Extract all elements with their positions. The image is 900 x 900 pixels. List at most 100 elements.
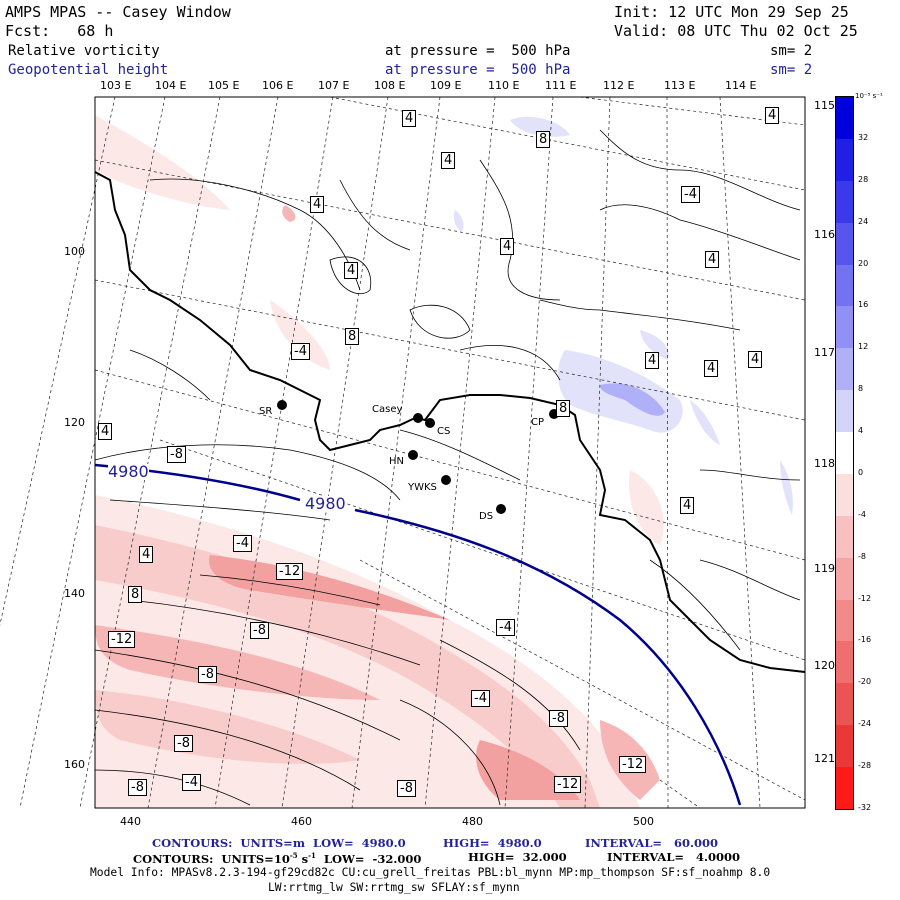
field1-level: at pressure = 500 hPa [385, 43, 571, 59]
vorticity-contours [94, 129, 801, 806]
colorbar-swatch [836, 180, 853, 223]
colorbar-swatch [836, 348, 853, 391]
vort-units-exp2: -1 [308, 851, 316, 860]
colorbar-tick-label: 4 [858, 426, 864, 436]
station-label: CS [437, 426, 451, 437]
y-tick: 100 [64, 245, 85, 258]
colorbar-tick-label: -28 [858, 761, 872, 771]
vorticity-contour-label: -8 [198, 666, 217, 683]
height-contour-info: CONTOURS: UNITS=m LOW= 4980.0 [152, 836, 406, 850]
field1-name: Relative vorticity [8, 43, 160, 59]
x-tick: 440 [120, 815, 141, 828]
vorticity-contour-label: 4 [748, 351, 763, 368]
colorbar-swatch [836, 306, 853, 349]
colorbar-swatch [836, 641, 853, 684]
colorbar-tick-label: -4 [858, 509, 866, 519]
vorticity-contour-label: 4 [705, 251, 720, 268]
positive-vorticity-shading [453, 116, 793, 515]
colorbar-swatch [836, 264, 853, 307]
vorticity-contour-label: 8 [536, 131, 551, 148]
init-time: Init: 12 UTC Mon 29 Sep 25 [614, 3, 849, 21]
lon-label: 112 E [603, 79, 635, 92]
model-info: Model Info: MPASv8.2.3-194-gf29cd82c CU:… [90, 866, 771, 879]
forecast-hour: Fcst: 68 h [5, 22, 114, 40]
vorticity-contour-label: 4 [139, 546, 154, 563]
colorbar-swatch [836, 599, 853, 642]
vorticity-contour-interval: INTERVAL= 4.0000 [607, 850, 741, 864]
station-marker [496, 504, 506, 514]
vorticity-contour-label: 4 [680, 497, 695, 514]
lon-label: 103 E [100, 79, 132, 92]
field2-level: at pressure = 500 hPa [385, 62, 571, 78]
station-marker [413, 413, 423, 423]
vorticity-contour-label: 4 [765, 107, 780, 124]
plot-frame [94, 96, 806, 809]
vorticity-contour-label: 4 [441, 152, 456, 169]
vorticity-contour-label: 4 [645, 352, 660, 369]
height-contour-interval: INTERVAL= 60.000 [585, 836, 719, 850]
lon-label: 110 E [488, 79, 520, 92]
station-marker [549, 409, 559, 419]
colorbar-tick-label: 32 [858, 132, 869, 142]
lon-label: 109 E [430, 79, 462, 92]
height-contour-high: HIGH= 4980.0 [443, 836, 542, 850]
station-marker [425, 418, 435, 428]
vorticity-contour-label: -12 [276, 563, 304, 580]
station-label: Casey [372, 404, 403, 415]
vorticity-contour-label: -4 [496, 619, 515, 636]
vorticity-contour-high: HIGH= 32.000 [468, 850, 567, 864]
negative-vorticity-shading [95, 115, 664, 808]
vorticity-contour-label: -4 [233, 535, 252, 552]
vorticity-contour-label: -12 [619, 756, 647, 773]
vorticity-contour-label: 4 [704, 360, 719, 377]
colorbar-tick-label: 20 [858, 258, 869, 268]
vorticity-contour-label: -4 [681, 186, 700, 203]
colorbar-tick-label: 28 [858, 174, 869, 184]
colorbar-swatch [836, 432, 853, 474]
model-info-radiation: LW:rrtmg_lw SW:rrtmg_sw SFLAY:sf_mynn [268, 881, 520, 894]
colorbar-tick-label: -20 [858, 677, 872, 687]
lon-label: 105 E [208, 79, 240, 92]
colorbar-swatch [836, 473, 853, 516]
colorbar-tick-label: 24 [858, 216, 869, 226]
station-marker [408, 450, 418, 460]
colorbar-swatch [836, 557, 853, 600]
lon-label: 113 E [664, 79, 696, 92]
field2-name: Geopotential height [8, 62, 169, 78]
vort-units: CONTOURS: UNITS=10 [133, 851, 290, 866]
colorbar-swatch [836, 515, 853, 558]
field1-smoothing: sm= 2 [770, 43, 813, 59]
lon-label: 114 E [725, 79, 757, 92]
colorbar-swatch [836, 767, 853, 809]
station-label: HN [389, 456, 404, 467]
colorbar-swatch [836, 390, 853, 433]
vorticity-contour-label: -8 [167, 446, 186, 463]
colorbar-tick-label: -12 [858, 593, 872, 603]
colorbar-tick-label: 0 [858, 467, 864, 477]
map-title: AMPS MPAS -- Casey Window [5, 3, 231, 21]
station-marker [441, 475, 451, 485]
lon-label: 106 E [262, 79, 294, 92]
vorticity-contour-label: -4 [291, 343, 310, 360]
field2-smoothing: sm= 2 [770, 62, 813, 78]
y-tick: 160 [64, 758, 85, 771]
vorticity-contour-label: 8 [556, 400, 571, 417]
colorbar-tick-label: -32 [858, 803, 872, 812]
colorbar-swatch [836, 97, 853, 139]
height-contour-label: 4980 [305, 494, 346, 513]
lon-label: 108 E [374, 79, 406, 92]
x-tick: 460 [291, 815, 312, 828]
vort-units-exp: -5 [289, 851, 298, 860]
colorbar-swatch [836, 222, 853, 265]
lon-label: 107 E [318, 79, 350, 92]
y-tick: 120 [64, 416, 85, 429]
vorticity-contour-label: -12 [554, 776, 582, 793]
colorbar-swatch [836, 683, 853, 726]
vorticity-contour-label: 4 [500, 238, 515, 255]
colorbar-tick-label: 8 [858, 384, 864, 394]
valid-time: Valid: 08 UTC Thu 02 Oct 25 [614, 22, 858, 40]
vorticity-contour-label: -8 [397, 780, 416, 797]
lat-lon-grid [0, 96, 806, 809]
height-contour-label: 4980 [108, 462, 149, 481]
